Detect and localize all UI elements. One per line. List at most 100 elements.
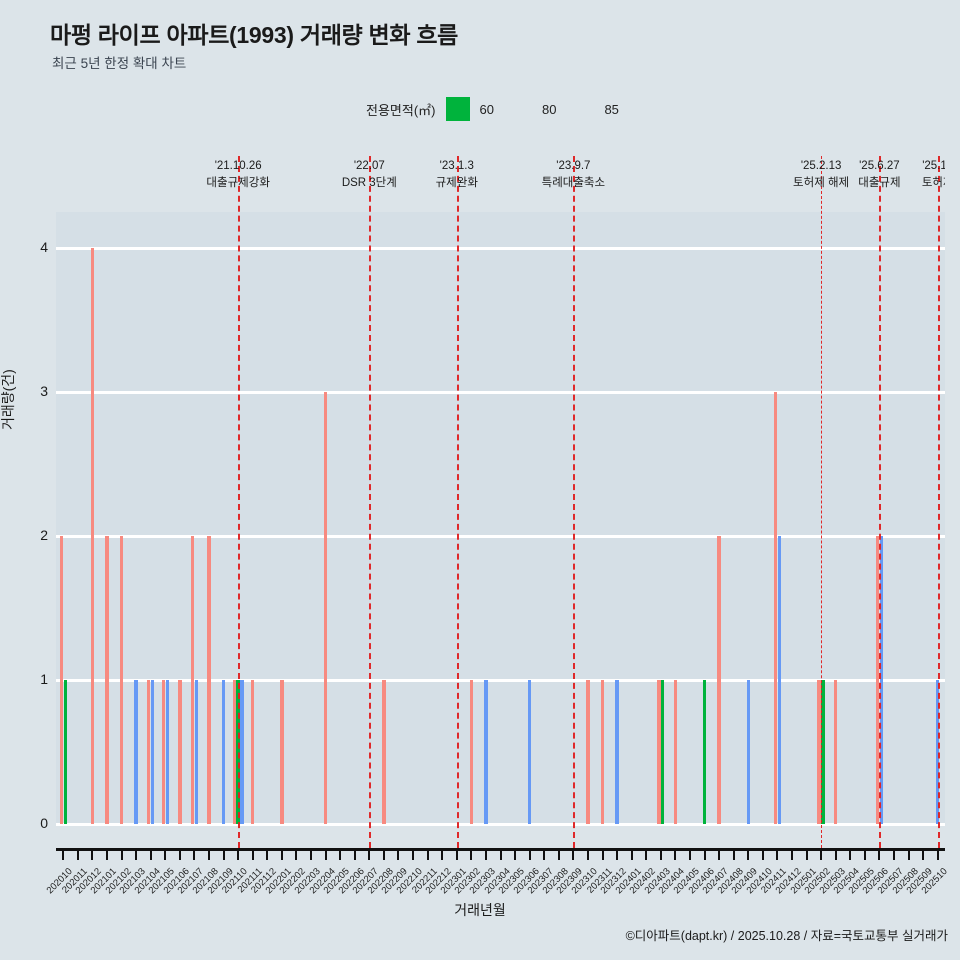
bar-202102-60[interactable]: [119, 536, 124, 824]
bar-202111-60[interactable]: [251, 680, 255, 824]
x-tick: [339, 848, 342, 860]
bar-202107-60[interactable]: [190, 536, 195, 824]
y-tick-label: 4: [40, 239, 48, 255]
x-tick: [834, 848, 837, 860]
gridline-4: [56, 246, 945, 250]
legend-swatch-85[interactable]: [570, 97, 594, 121]
bar-202503-60[interactable]: [834, 680, 838, 824]
x-tick: [543, 848, 546, 860]
bar-202204-60[interactable]: [323, 392, 328, 824]
x-tick: [892, 848, 895, 860]
x-tick: [907, 848, 910, 860]
bar-202201-60[interactable]: [280, 680, 284, 824]
event-line-202510: [937, 156, 940, 848]
event-line-202502: [821, 156, 823, 848]
page-subtitle: 최근 5년 한정 확대 차트: [52, 56, 187, 71]
bar-202302-60[interactable]: [469, 680, 474, 824]
bar-202411-60[interactable]: [773, 392, 778, 824]
x-tick: [805, 848, 808, 860]
x-tick: [936, 848, 939, 860]
x-tick: [659, 848, 662, 860]
bar-202109-85[interactable]: [221, 680, 226, 824]
bar-202311-60[interactable]: [600, 680, 605, 824]
legend-swatch-60[interactable]: [445, 97, 470, 121]
x-tick: [149, 848, 152, 860]
x-tick: [208, 848, 211, 860]
x-tick: [106, 848, 108, 860]
x-tick: [820, 848, 823, 860]
event-text: DSR 3단계: [341, 177, 397, 189]
x-tick: [849, 848, 852, 860]
bar-202310-60[interactable]: [586, 680, 590, 824]
bar-202502-80[interactable]: [821, 680, 825, 824]
legend: 전용면적(㎡) 60 80 85: [366, 97, 619, 121]
event-date: '23.9.7: [556, 160, 591, 172]
x-tick: [790, 848, 793, 860]
x-tick: [470, 848, 473, 860]
x-tick: [353, 848, 356, 860]
x-tick: [135, 848, 138, 860]
x-tick: [688, 848, 691, 860]
event-text: 대출규제: [858, 177, 901, 189]
event-label-202110: '21.10.26 대출규제강화: [178, 158, 298, 192]
bar-202303-85[interactable]: [484, 680, 488, 824]
bar-202403-60[interactable]: [657, 680, 661, 824]
gridline-2: [56, 534, 945, 538]
bar-202010-60[interactable]: [59, 536, 64, 824]
page-title: 마펑 라이프 아파트(1993) 거래량 변화 흐름: [50, 22, 459, 48]
event-text: 토허제 해제: [793, 177, 850, 189]
bar-202406-80[interactable]: [702, 680, 707, 824]
bar-202107-85[interactable]: [194, 680, 199, 824]
bar-202106-60[interactable]: [178, 680, 182, 824]
bar-202108-60[interactable]: [207, 536, 211, 824]
x-tick: [178, 848, 181, 860]
x-tick: [266, 848, 269, 860]
bar-202105-85[interactable]: [165, 680, 169, 824]
x-axis: [56, 848, 945, 860]
bar-202403-80[interactable]: [661, 680, 665, 824]
event-text: 특례대출축소: [541, 177, 606, 189]
bar-202510-85[interactable]: [936, 680, 940, 824]
bar-202502-60[interactable]: [817, 680, 821, 824]
bar-202409-85[interactable]: [746, 680, 750, 824]
bar-202312-85[interactable]: [615, 680, 619, 824]
bar-202104-60[interactable]: [147, 680, 151, 824]
x-tick: [426, 848, 429, 860]
legend-label-85: 85: [604, 101, 619, 117]
bar-202306-85[interactable]: [527, 680, 532, 824]
bar-202101-60[interactable]: [105, 536, 109, 824]
bar-202105-60[interactable]: [161, 680, 166, 824]
x-tick: [484, 848, 487, 860]
bar-202012-60[interactable]: [90, 248, 95, 824]
bar-202506-60[interactable]: [875, 536, 880, 824]
bar-202103-85[interactable]: [134, 680, 138, 824]
bar-202110-85[interactable]: [240, 680, 244, 824]
x-tick: [528, 848, 531, 860]
bar-202407-60[interactable]: [717, 536, 721, 824]
legend-label-80: 80: [541, 101, 557, 117]
bar-202110-60[interactable]: [232, 680, 236, 824]
y-tick-label: 2: [40, 527, 48, 543]
x-tick: [586, 848, 589, 860]
event-line-202506: [879, 156, 882, 848]
plot-area: [56, 156, 945, 848]
bar-202404-60[interactable]: [673, 680, 678, 824]
x-tick: [922, 848, 925, 860]
gridline-3: [56, 390, 945, 394]
event-date: '25.6.27: [859, 160, 900, 172]
bar-202010-80[interactable]: [63, 680, 67, 824]
gridline-1: [56, 678, 945, 682]
right-edge-mask: [945, 150, 960, 850]
x-tick: [601, 848, 604, 860]
x-tick: [382, 848, 385, 860]
bar-202411-85[interactable]: [777, 536, 782, 824]
event-line-202309: [573, 156, 576, 848]
event-date: '21.10.26: [214, 160, 262, 172]
legend-title: 전용면적(㎡): [366, 102, 436, 118]
bar-202208-60[interactable]: [382, 680, 386, 824]
legend-swatch-80[interactable]: [508, 97, 532, 121]
x-tick: [878, 848, 881, 860]
bar-202104-85[interactable]: [150, 680, 155, 824]
x-tick: [397, 848, 400, 860]
